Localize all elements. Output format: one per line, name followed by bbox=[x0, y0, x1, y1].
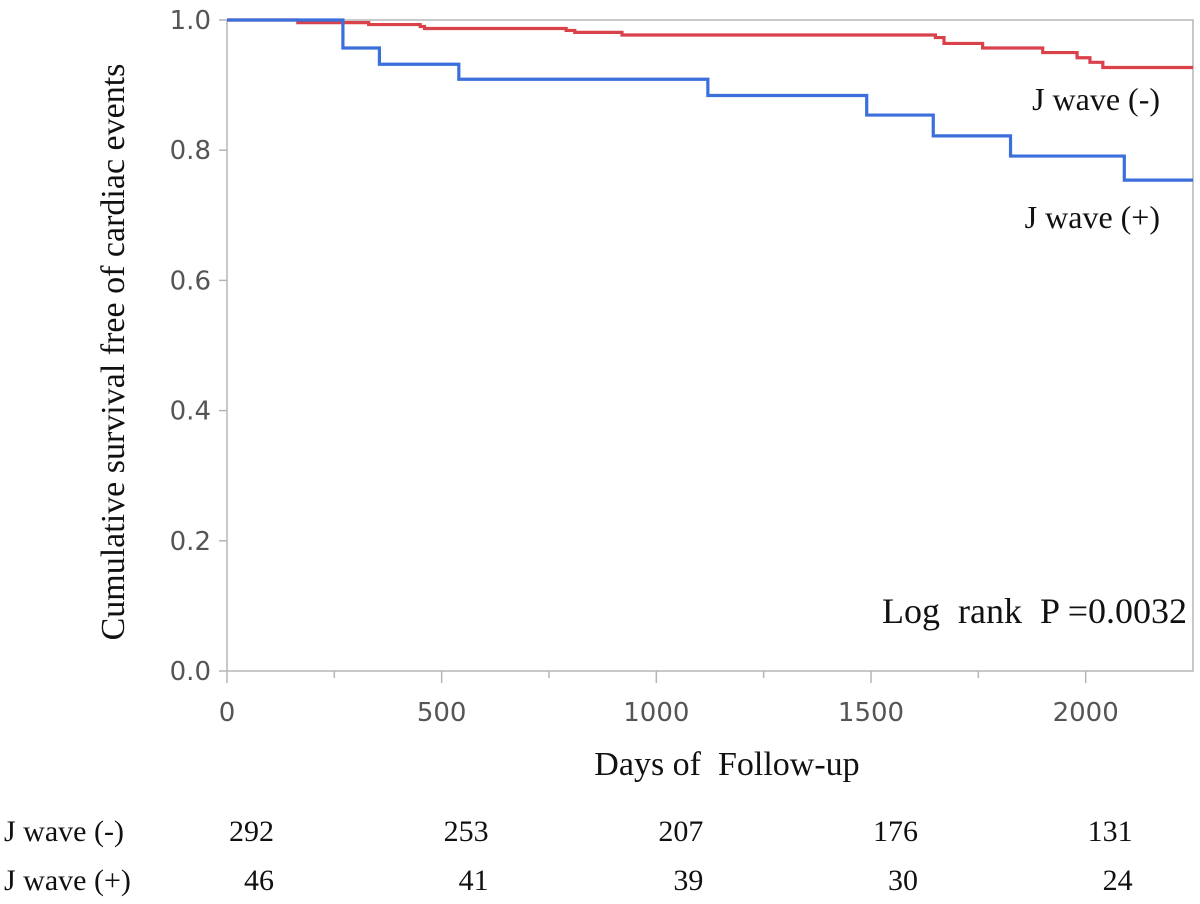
x-axis: 0 500 1000 1500 2000 bbox=[219, 671, 1119, 728]
y-axis: 0.0 0.2 0.4 0.6 0.8 1.0 bbox=[170, 6, 227, 687]
y-tick-label: 1.0 bbox=[170, 6, 211, 36]
x-axis-title: Days of Follow-up bbox=[594, 746, 859, 783]
x-tick-label: 0 bbox=[219, 698, 236, 728]
y-tick-label: 0.0 bbox=[170, 657, 211, 687]
series-label-j-wave-neg: J wave (-) bbox=[1032, 81, 1160, 117]
x-tick-label: 1500 bbox=[838, 698, 904, 728]
risk-row-label-neg: J wave (-) bbox=[4, 815, 124, 848]
risk-value: 24 bbox=[1103, 864, 1133, 897]
curve-j-wave-pos bbox=[227, 18, 1193, 182]
risk-table-values: 292 253 207 176 131 46 41 39 30 24 bbox=[229, 815, 1133, 897]
survival-curves bbox=[227, 18, 1193, 182]
y-axis-title: Cumulative survival free of cardiac even… bbox=[95, 64, 132, 641]
risk-value: 30 bbox=[888, 864, 918, 897]
plot-frame bbox=[226, 19, 1194, 672]
risk-value: 41 bbox=[459, 864, 489, 897]
risk-value: 176 bbox=[873, 815, 918, 848]
risk-value: 292 bbox=[229, 815, 274, 848]
risk-value: 46 bbox=[244, 864, 274, 897]
y-tick-label: 0.8 bbox=[170, 136, 211, 166]
risk-value: 39 bbox=[673, 864, 703, 897]
risk-value: 207 bbox=[658, 815, 703, 848]
curve-j-wave-neg bbox=[227, 18, 1193, 70]
x-tick-label: 2000 bbox=[1053, 698, 1119, 728]
risk-value: 131 bbox=[1088, 815, 1133, 848]
risk-value: 253 bbox=[444, 815, 489, 848]
y-tick-label: 0.4 bbox=[170, 397, 211, 427]
series-label-j-wave-pos: J wave (+) bbox=[1025, 199, 1160, 235]
y-tick-label: 0.2 bbox=[170, 527, 211, 557]
x-tick-label: 1000 bbox=[623, 698, 689, 728]
y-tick-label: 0.6 bbox=[170, 266, 211, 296]
x-tick-label: 500 bbox=[417, 698, 467, 728]
log-rank-annotation: Log rank P =0.0032 bbox=[882, 591, 1187, 631]
risk-row-label-pos: J wave (+) bbox=[4, 864, 131, 897]
